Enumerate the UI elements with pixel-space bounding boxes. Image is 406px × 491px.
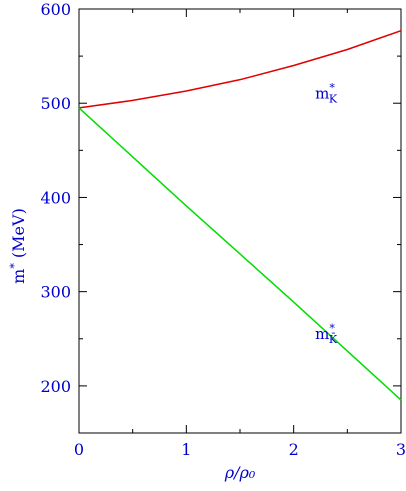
series-line-kaon: [78, 29, 402, 109]
y-axis-title: m* (MeV): [8, 208, 28, 284]
x-axis-title: ρ/ρ₀: [224, 463, 256, 482]
label-kaon: m* K: [315, 82, 338, 106]
x-tick-label: 0: [74, 440, 84, 459]
x-tick-label: 1: [181, 440, 191, 459]
series-annotations: m* K m* K̄: [315, 82, 338, 346]
y-tick-label: 600: [40, 0, 71, 19]
plot-frame: [78, 8, 402, 434]
y-tick-label: 200: [40, 377, 71, 396]
plot-area: [78, 8, 402, 434]
axis-ticks: [78, 8, 402, 434]
series-line-antikaon: [78, 107, 402, 401]
y-tick-label: 500: [40, 94, 71, 113]
y-tick-label: 300: [40, 283, 71, 302]
y-tick-label: 400: [40, 188, 71, 207]
x-tick-label: 2: [289, 440, 299, 459]
x-tick-label: 3: [396, 440, 406, 459]
tick-labels: 0 1 2 3 200 300 400 500 600: [40, 0, 406, 459]
label-antikaon: m* K̄: [315, 322, 338, 346]
series-layer: [78, 29, 402, 401]
